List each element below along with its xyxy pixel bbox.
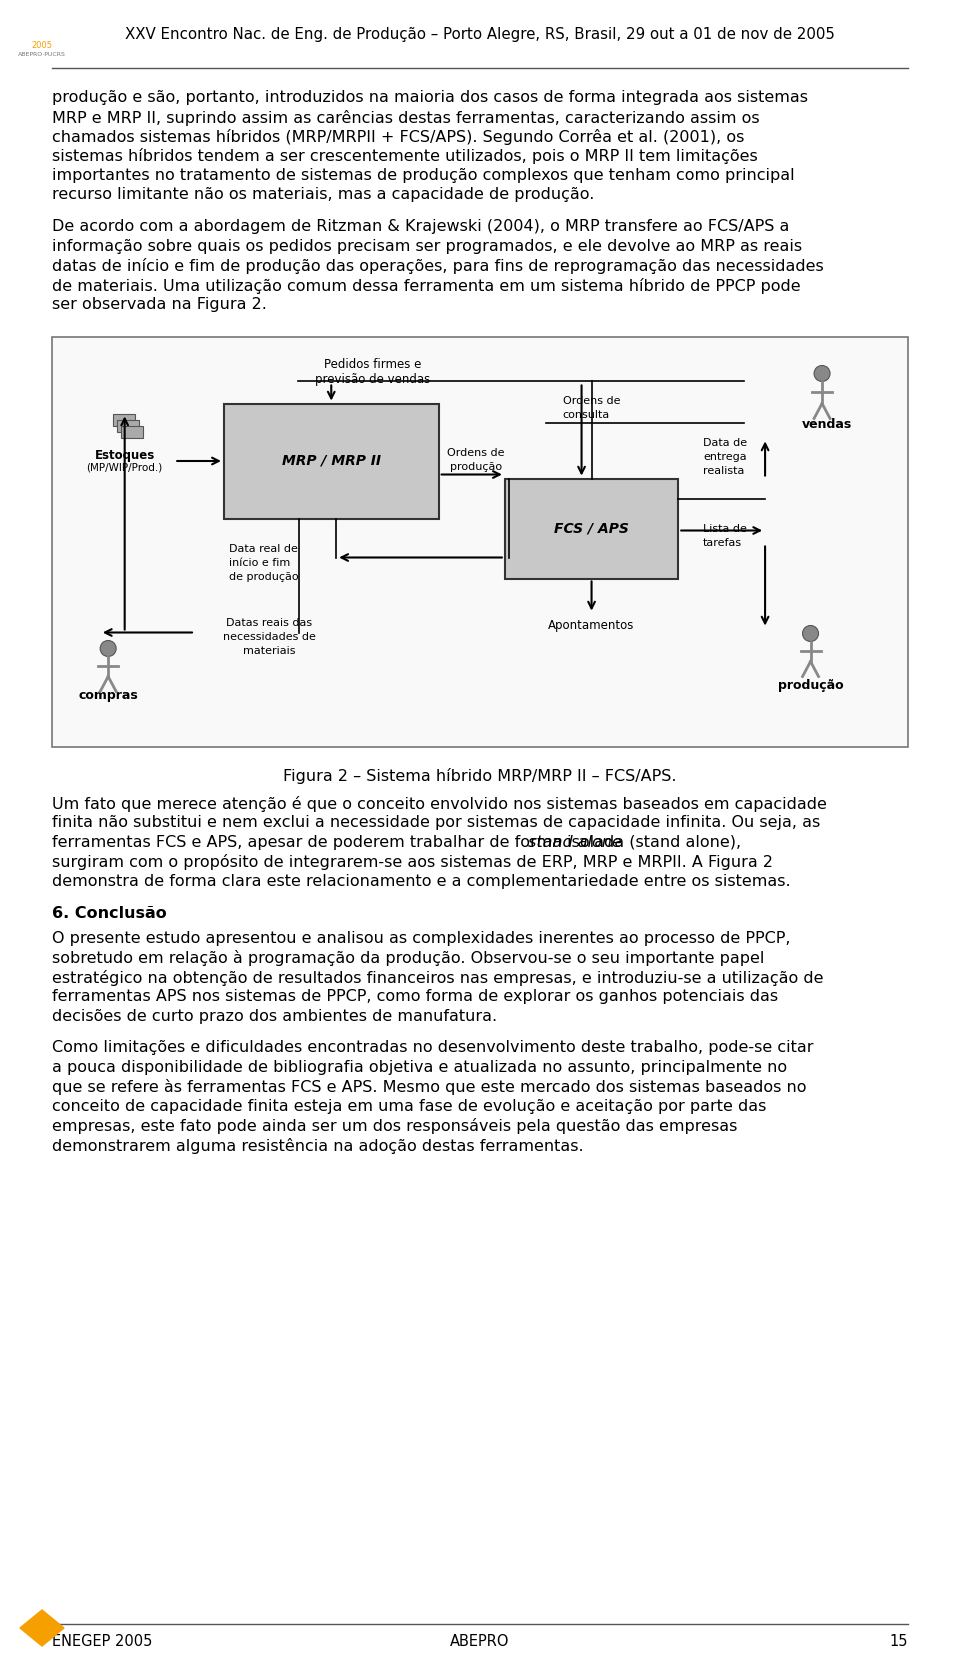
Text: datas de início e fim de produção das operações, para fins de reprogramação das : datas de início e fim de produção das op…: [52, 258, 824, 274]
Text: finita não substitui e nem exclui a necessidade por sistemas de capacidade infin: finita não substitui e nem exclui a nece…: [52, 816, 820, 831]
Text: recurso limitante não os materiais, mas a capacidade de produção.: recurso limitante não os materiais, mas …: [52, 188, 594, 203]
Text: XXV Encontro Nac. de Eng. de Produção – Porto Alegre, RS, Brasil, 29 out a 01 de: XXV Encontro Nac. de Eng. de Produção – …: [125, 28, 835, 43]
Text: Figura 2 – Sistema híbrido MRP/MRP II – FCS/APS.: Figura 2 – Sistema híbrido MRP/MRP II – …: [283, 768, 677, 784]
Text: O presente estudo apresentou e analisou as complexidades inerentes ao processo d: O presente estudo apresentou e analisou …: [52, 931, 790, 946]
Circle shape: [803, 625, 819, 642]
Text: de produção: de produção: [228, 572, 299, 582]
Text: demonstra de forma clara este relacionamento e a complementariedade entre os sis: demonstra de forma clara este relacionam…: [52, 874, 790, 889]
Text: consulta: consulta: [563, 411, 610, 420]
Text: MRP e MRP II, suprindo assim as carências destas ferramentas, caracterizando ass: MRP e MRP II, suprindo assim as carência…: [52, 110, 759, 126]
Text: (MP/WIP/Prod.): (MP/WIP/Prod.): [86, 462, 163, 472]
Text: importantes no tratamento de sistemas de produção complexos que tenham como prin: importantes no tratamento de sistemas de…: [52, 168, 795, 183]
Text: demonstrarem alguma resistência na adoção destas ferramentas.: demonstrarem alguma resistência na adoçã…: [52, 1138, 584, 1153]
Text: Datas reais das: Datas reais das: [227, 618, 312, 628]
Text: 6. Conclusão: 6. Conclusão: [52, 906, 167, 921]
Text: informação sobre quais os pedidos precisam ser programados, e ele devolve ao MRP: informação sobre quais os pedidos precis…: [52, 239, 802, 254]
Text: ferramentas FCS e APS, apesar de poderem trabalhar de forma isolada (stand alone: ferramentas FCS e APS, apesar de poderem…: [52, 834, 741, 849]
Circle shape: [814, 366, 830, 382]
Bar: [52, 336, 908, 746]
Text: produção e são, portanto, introduzidos na maioria dos casos de forma integrada a: produção e são, portanto, introduzidos n…: [52, 90, 808, 105]
Text: Pedidos firmes e: Pedidos firmes e: [324, 359, 421, 372]
Text: sistemas híbridos tendem a ser crescentemente utilizados, pois o MRP II tem limi: sistemas híbridos tendem a ser crescente…: [52, 148, 757, 165]
Text: compras: compras: [79, 688, 138, 701]
Text: entrega: entrega: [703, 452, 747, 462]
Circle shape: [100, 640, 116, 656]
Text: Apontamentos: Apontamentos: [548, 618, 635, 632]
Text: surgiram com o propósito de integrarem-se aos sistemas de ERP, MRP e MRPII. A Fi: surgiram com o propósito de integrarem-s…: [52, 854, 773, 871]
Text: produção: produção: [778, 678, 843, 691]
Text: ENEGEP 2005: ENEGEP 2005: [52, 1634, 153, 1649]
Text: materiais: materiais: [243, 647, 296, 656]
Text: ABEPRO: ABEPRO: [450, 1634, 510, 1649]
Text: Data real de: Data real de: [228, 543, 298, 553]
Text: Ordens de: Ordens de: [563, 397, 620, 407]
Text: de materiais. Uma utilização comum dessa ferramenta em um sistema híbrido de PPC: de materiais. Uma utilização comum dessa…: [52, 278, 801, 294]
Bar: [112, 414, 134, 425]
Text: De acordo com a abordagem de Ritzman & Krajewski (2004), o MRP transfere ao FCS/: De acordo com a abordagem de Ritzman & K…: [52, 219, 789, 234]
Text: Lista de: Lista de: [703, 524, 747, 534]
Text: Data de: Data de: [703, 439, 747, 449]
Text: Um fato que merece atenção é que o conceito envolvido nos sistemas baseados em c: Um fato que merece atenção é que o conce…: [52, 796, 827, 813]
Text: sobretudo em relação à programação da produção. Observou-se o seu importante pap: sobretudo em relação à programação da pr…: [52, 951, 764, 966]
Text: decisões de curto prazo dos ambientes de manufatura.: decisões de curto prazo dos ambientes de…: [52, 1009, 497, 1024]
Bar: [121, 425, 143, 437]
Text: necessidades de: necessidades de: [223, 633, 316, 643]
Polygon shape: [20, 1610, 64, 1645]
Text: ENEGEP: ENEGEP: [20, 27, 63, 37]
Bar: [224, 404, 439, 519]
Bar: [505, 479, 679, 578]
Text: Como limitações e dificuldades encontradas no desenvolvimento deste trabalho, po: Como limitações e dificuldades encontrad…: [52, 1040, 813, 1055]
Text: que se refere às ferramentas FCS e APS. Mesmo que este mercado dos sistemas base: que se refere às ferramentas FCS e APS. …: [52, 1079, 806, 1095]
Text: Ordens de: Ordens de: [447, 449, 505, 459]
Text: vendas: vendas: [802, 419, 852, 432]
Text: ABEPRO·PUCRS: ABEPRO·PUCRS: [18, 52, 66, 57]
Text: a pouca disponibilidade de bibliografia objetiva e atualizada no assunto, princi: a pouca disponibilidade de bibliografia …: [52, 1060, 787, 1075]
Text: ferramentas APS nos sistemas de PPCP, como forma de explorar os ganhos potenciai: ferramentas APS nos sistemas de PPCP, co…: [52, 989, 778, 1004]
Text: MRP / MRP II: MRP / MRP II: [282, 454, 381, 469]
Text: 15: 15: [890, 1634, 908, 1649]
Bar: [117, 419, 138, 432]
Text: previsão de vendas: previsão de vendas: [315, 372, 430, 386]
Text: stand alone: stand alone: [528, 834, 622, 849]
Text: tarefas: tarefas: [703, 537, 742, 547]
Text: conceito de capacidade finita esteja em uma fase de evolução e aceitação por par: conceito de capacidade finita esteja em …: [52, 1099, 766, 1114]
Text: Estoques: Estoques: [94, 449, 155, 462]
Text: 2005: 2005: [32, 42, 53, 50]
Text: estratégico na obtenção de resultados financeiros nas empresas, e introduziu-se : estratégico na obtenção de resultados fi…: [52, 971, 824, 986]
Text: FCS / APS: FCS / APS: [554, 522, 629, 535]
Text: produção: produção: [450, 462, 502, 472]
Text: realista: realista: [703, 467, 745, 477]
Text: início e fim: início e fim: [228, 557, 290, 567]
Text: ser observada na Figura 2.: ser observada na Figura 2.: [52, 297, 267, 312]
Text: empresas, este fato pode ainda ser um dos responsáveis pela questão das empresas: empresas, este fato pode ainda ser um do…: [52, 1119, 737, 1135]
Text: chamados sistemas híbridos (MRP/MRPII + FCS/APS). Segundo Corrêa et al. (2001), : chamados sistemas híbridos (MRP/MRPII + …: [52, 130, 744, 145]
